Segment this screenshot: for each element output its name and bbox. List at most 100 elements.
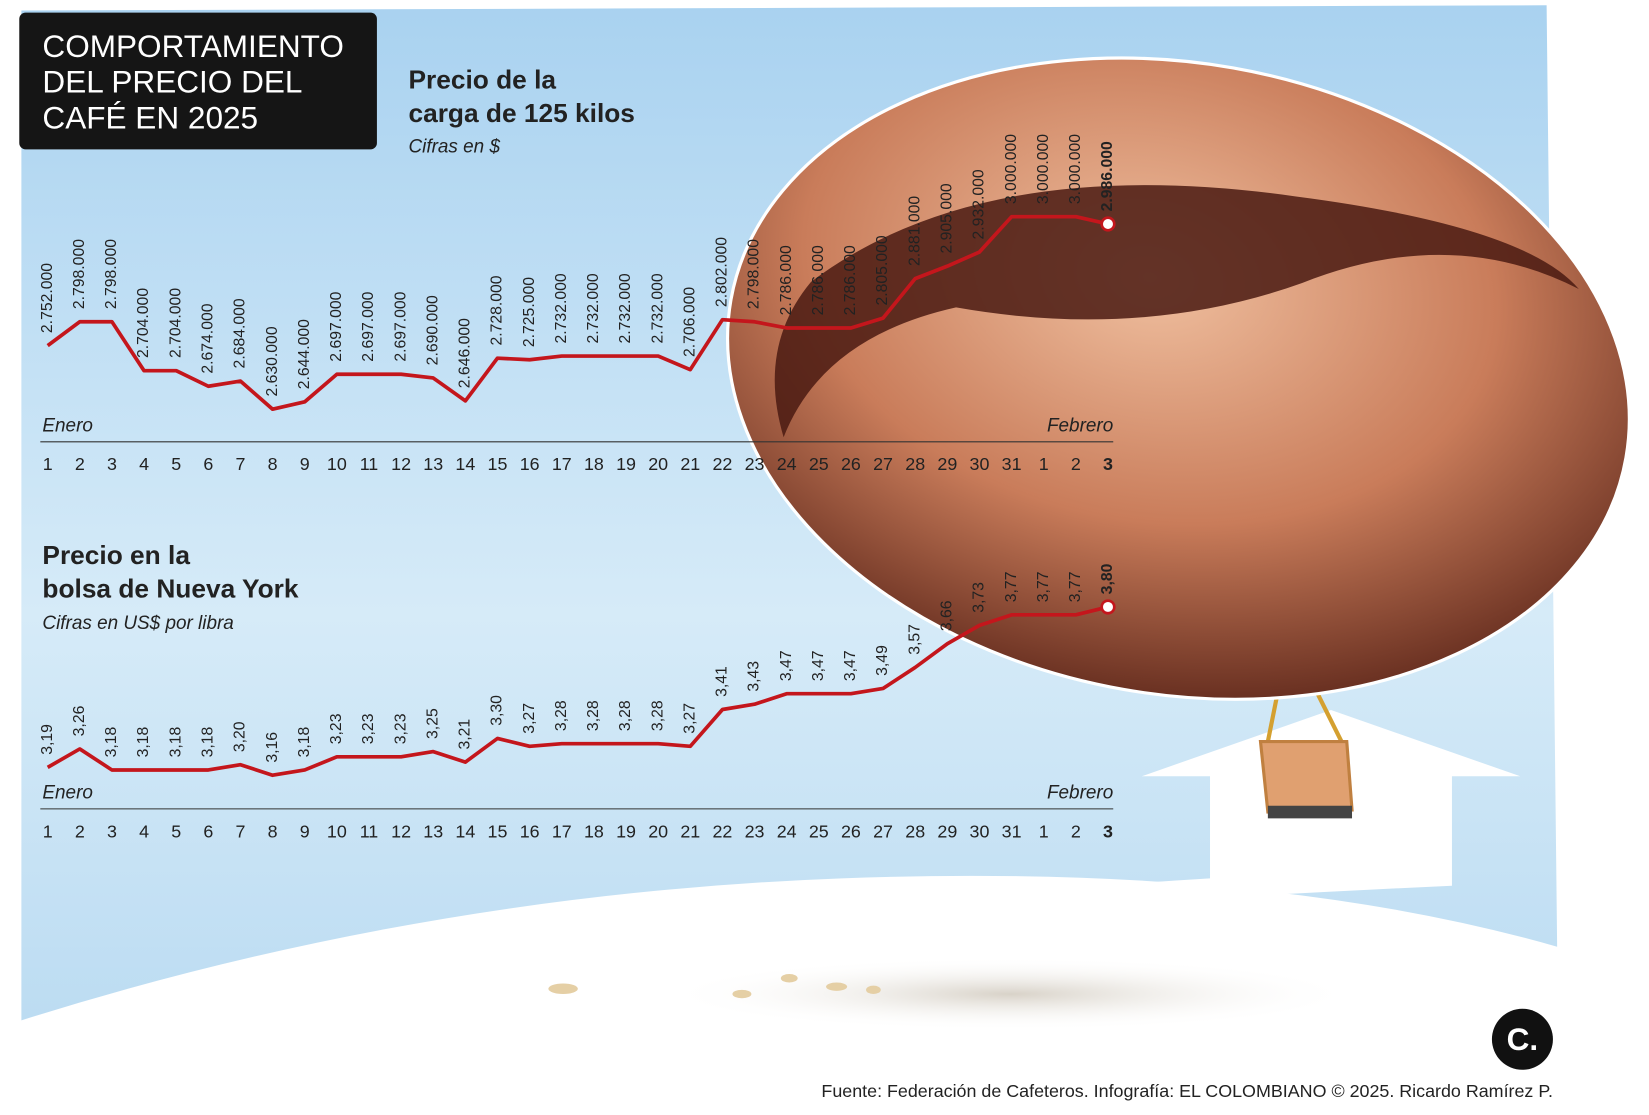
value-label: 2.986.000 [1099,141,1116,211]
source: Fuente: Federación de Cafeteros. Infogra… [821,1081,1553,1101]
x-tick-label: 6 [203,454,213,474]
x-tick-label: 20 [648,821,668,841]
header-title-line: CAFÉ EN 2025 [42,99,258,135]
value-label: 3.000.000 [1003,134,1020,204]
x-tick-label: 18 [584,454,604,474]
x-tick-label: 9 [300,454,310,474]
value-label: 3,16 [264,732,281,763]
x-tick-label: 10 [327,821,347,841]
value-label: 3,57 [906,624,923,655]
last-point [1100,599,1116,615]
x-tick-label: 11 [360,821,379,841]
value-label: 3,18 [296,726,313,757]
value-label: 3,77 [1035,572,1052,603]
x-tick-label: 13 [423,454,443,474]
value-label: 2.630.000 [264,326,281,396]
logo-circle [1491,1008,1553,1070]
x-tick-label: 19 [616,821,636,841]
value-label: 3,18 [135,726,152,757]
coffee-bean [726,56,1631,701]
x-tick-label: 2 [1071,821,1081,841]
value-label: 2.786.000 [842,245,859,315]
x-tick-label: 5 [171,454,181,474]
x-tick-label: 2 [75,821,85,841]
value-label: 3,23 [328,713,345,744]
x-tick-label: 4 [139,454,149,474]
x-tick-label: 21 [680,821,700,841]
x-tick-label: 10 [327,454,347,474]
ground-shadow [663,957,1358,1031]
value-label: 2.798.000 [71,239,88,309]
value-label: 2.881.000 [906,196,923,266]
value-label: 3,43 [746,661,763,692]
price-line [46,214,1109,412]
value-label: 2.732.000 [617,273,634,343]
x-tick-label: 3 [1103,454,1113,474]
x-tick-label: 21 [680,454,700,474]
value-label: 2.704.000 [167,288,184,358]
x-tick-label: 5 [171,821,181,841]
x-tick-label: 14 [455,821,475,841]
chart-title: carga de 125 kilos [408,98,634,128]
month-label: Febrero [1047,782,1113,803]
value-label: 3,25 [424,708,441,739]
x-tick-label: 15 [488,454,508,474]
x-tick-label: 30 [970,821,990,841]
value-label: 3,18 [103,726,120,757]
chart-title: bolsa de Nueva York [42,573,298,603]
value-label: 2.725.000 [521,277,538,347]
value-label: 3,30 [489,695,506,726]
x-tick-label: 2 [75,454,85,474]
x-tick-label: 3 [1103,821,1113,841]
x-tick-label: 22 [712,454,732,474]
value-label: 3,77 [1067,572,1084,603]
value-label: 3,19 [39,724,56,755]
month-label: Febrero [1047,415,1113,436]
value-label: 3,26 [71,705,88,736]
x-tick-label: 27 [873,454,893,474]
value-label: 3,27 [681,703,698,734]
value-label: 2.732.000 [649,273,666,343]
x-tick-label: 16 [520,454,540,474]
x-tick-label: 23 [745,454,765,474]
value-label: 2.646.000 [457,318,474,388]
x-tick-label: 3 [107,454,117,474]
x-tick-label: 26 [841,454,861,474]
x-tick-label: 9 [300,821,310,841]
value-label: 2.805.000 [874,235,891,305]
x-tick-label: 3 [107,821,117,841]
x-tick-label: 31 [1002,454,1022,474]
basket [1258,688,1354,819]
x-tick-label: 31 [1002,821,1022,841]
value-label: 3,80 [1099,563,1116,594]
value-label: 3,73 [971,582,988,613]
x-tick-label: 8 [268,454,278,474]
value-label: 3,18 [200,726,217,757]
x-tick-label: 1 [1039,821,1049,841]
value-label: 2.932.000 [971,169,988,239]
value-label: 2.786.000 [778,245,795,315]
chart-title: Precio de la [408,64,556,94]
x-tick-label: 1 [43,454,53,474]
x-tick-label: 7 [235,454,245,474]
x-tick-label: 17 [552,454,572,474]
x-tick-label: 1 [43,821,53,841]
x-tick-label: 30 [970,454,990,474]
x-tick-label: 28 [905,821,925,841]
value-label: 3,18 [167,726,184,757]
month-label: Enero [42,415,93,436]
x-tick-label: 4 [139,821,149,841]
x-tick-label: 20 [648,454,668,474]
chart-subtitle: Cifras en US$ por libra [42,613,233,634]
price-line [46,605,1109,778]
x-tick-label: 29 [937,821,957,841]
value-label: 2.644.000 [296,319,313,389]
value-label: 3.000.000 [1067,134,1084,204]
x-tick-label: 24 [777,454,797,474]
x-tick-label: 25 [809,821,829,841]
value-label: 2.786.000 [810,245,827,315]
x-tick-label: 12 [391,454,411,474]
header-title-line: COMPORTAMIENTO [42,28,343,64]
x-tick-label: 14 [455,454,475,474]
